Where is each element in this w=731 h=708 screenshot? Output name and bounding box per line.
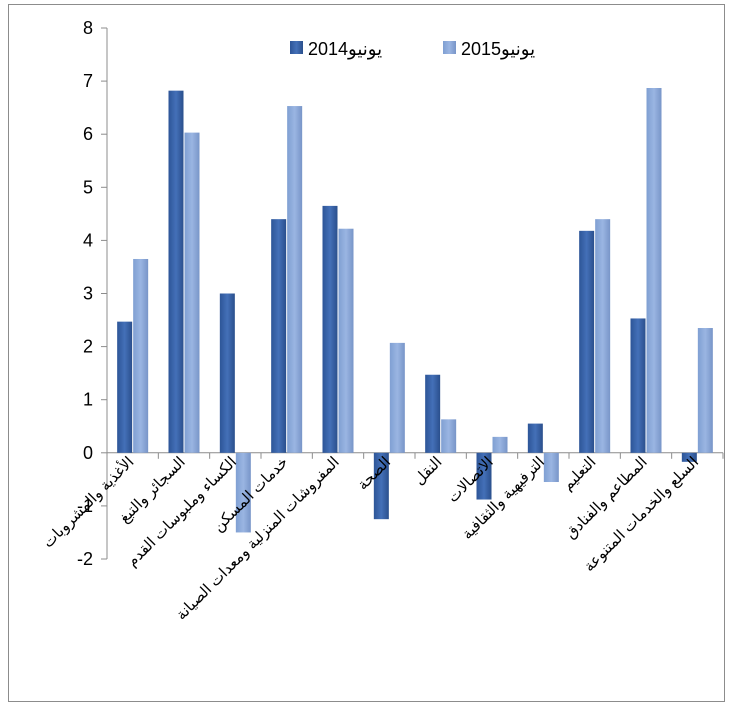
bar-series1 <box>425 374 441 453</box>
bar-series1 <box>579 230 595 453</box>
y-tick-label: 1 <box>83 390 93 410</box>
legend: يونيو2014 يونيو2015 <box>290 39 535 60</box>
y-axis: -2 -1 0 1 2 3 4 5 6 7 8 <box>77 18 108 569</box>
bar-series2 <box>492 436 508 453</box>
legend-swatch-series1 <box>290 41 303 54</box>
bars <box>117 88 713 533</box>
x-axis <box>106 452 724 459</box>
bar-series2 <box>389 342 405 453</box>
y-tick-label: 8 <box>83 18 93 38</box>
bar-series2 <box>287 106 303 453</box>
bar-series1 <box>373 452 389 520</box>
y-tick-label: -2 <box>77 549 93 569</box>
bar-series2 <box>133 258 149 453</box>
bar-series2 <box>235 452 251 533</box>
category-label: النقل <box>411 454 446 489</box>
category-label: الأغذية والمشروبات <box>38 452 137 551</box>
y-tick-label: 3 <box>83 284 93 304</box>
bar-series2 <box>646 88 662 453</box>
bar-series2 <box>595 219 611 453</box>
legend-label-series1: يونيو2014 <box>308 39 382 60</box>
bar-series2 <box>697 328 713 453</box>
bar-series2 <box>441 419 457 453</box>
bar-series1 <box>271 219 287 453</box>
bar-series1 <box>681 452 697 462</box>
bar-series2 <box>184 132 200 453</box>
y-tick-label: 4 <box>83 230 93 250</box>
bar-series1 <box>630 318 646 453</box>
bar-series1 <box>527 423 543 453</box>
bar-series2 <box>338 228 354 453</box>
y-tick-label: 7 <box>83 71 93 91</box>
bar-series1 <box>168 90 184 453</box>
y-tick-label: 5 <box>83 177 93 197</box>
bar-series1 <box>476 452 492 500</box>
y-tick-label: -1 <box>77 496 93 516</box>
bar-series1 <box>219 293 235 453</box>
legend-swatch-series2 <box>443 41 456 54</box>
bar-series1 <box>117 321 133 453</box>
y-tick-label: 2 <box>83 337 93 357</box>
category-label: التعليم <box>559 454 599 494</box>
legend-label-series2: يونيو2015 <box>461 39 535 60</box>
y-tick-label: 6 <box>83 124 93 144</box>
y-tick-label: 0 <box>83 443 93 463</box>
bar-series1 <box>322 205 338 453</box>
bar-series2 <box>543 452 559 483</box>
